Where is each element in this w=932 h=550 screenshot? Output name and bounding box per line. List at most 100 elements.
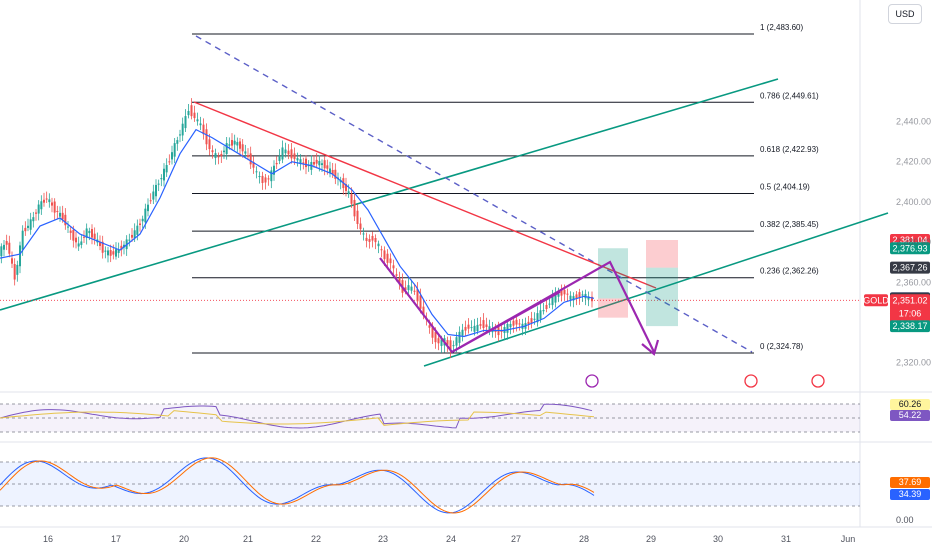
candle-body [155,184,157,197]
y-tick-label: 2,380.00 [896,237,931,247]
dividend-event-icon [585,374,599,388]
candle-body [171,152,173,160]
fib-level-label: 0 (2,324.78) [760,342,803,351]
price-pane-background [0,0,860,390]
candle-body [85,228,88,238]
candle-body [264,177,267,183]
candle-body [199,123,202,126]
x-tick-label: 27 [511,534,521,544]
dashed-trendline [195,35,753,353]
candle-body [40,201,43,210]
candle-body [413,290,416,292]
candle-body [211,150,214,153]
candle-body [302,162,305,164]
x-tick-label: 30 [713,534,723,544]
stoch-pane[interactable]: 37.69 34.39 0.00 [0,457,930,525]
last-price-label: 2,351.02 [892,295,927,305]
candle-body [214,153,217,159]
x-tick-label: 28 [579,534,589,544]
fib-level-label: 1 (2,483.60) [760,23,803,32]
candle-body [61,212,64,220]
candle-body [202,124,205,135]
candle-body [518,323,521,325]
candle-body [136,225,139,235]
rsi-badge [890,410,930,421]
price-badge [890,261,930,274]
candle-body [56,210,59,213]
candle-body [321,163,323,166]
candle-body [11,258,13,264]
candle-body [334,169,337,179]
candle-body [75,237,77,243]
candle-body [347,191,350,195]
candle-body [356,210,359,224]
candle-body [267,178,270,180]
candle-body [377,243,380,247]
candle-body [255,171,258,173]
candle-body [190,105,193,117]
candle-body [404,287,407,291]
channel-lower-line [423,212,889,367]
candle-body [416,289,419,302]
price-badge [890,242,930,255]
candle-body [48,199,51,203]
stoch-badge [890,489,930,500]
candle-body [123,244,125,248]
price-badge-label: 2,367.26 [892,263,927,273]
candle-body [5,241,8,245]
rsi-badge-label: 54.22 [899,410,922,420]
candle-body [539,310,542,319]
candle-body [69,230,72,233]
candle-body [479,324,482,326]
candle-body [51,202,53,206]
candle-body [223,150,225,153]
stoch-badge [890,477,930,488]
candle-body [290,149,293,159]
candle-body [315,159,318,164]
candle-body [296,158,299,161]
candle-body [452,345,455,347]
candle-body [239,141,241,149]
currency-button[interactable]: USD [888,4,922,24]
candle-body [383,250,386,260]
candle-body [139,223,141,225]
y-tick-label: 2,440.00 [896,117,931,127]
candle-body [208,139,211,150]
fib-level-label: 0.5 (2,404.19) [760,183,810,192]
position-target-zone [646,239,678,268]
price-pane[interactable]: 1 (2,483.60) 0.786 (2,449.61) 0.618 (2,422… [0,0,932,528]
candle-body [220,153,223,156]
candle-body [331,169,334,175]
candle-body [149,200,152,202]
countdown-label: 17:06 [899,308,922,318]
stoch-badge-label: 37.69 [899,477,922,487]
symbol-label: GOLD [863,295,889,305]
candle-body [37,204,40,214]
stoch-zero-label: 0.00 [896,515,914,525]
candle-body [323,160,326,169]
candle-body [461,329,464,336]
candle-body [228,144,231,146]
candle-body [128,239,131,241]
candle-body [440,339,443,346]
candle-body [173,143,176,157]
projection-arrow-head [641,339,660,356]
y-tick-label: 2,400.00 [896,197,931,207]
candle-body [131,234,133,238]
price-badge-label: 2,381.04 [892,235,927,245]
candle-body [16,264,19,275]
candle-body [59,212,61,217]
candle-body [157,183,160,185]
candle-body [184,116,187,129]
rsi-badge [890,399,930,410]
candle-body [8,242,11,254]
candle-body [560,290,563,296]
candle-body [431,327,434,338]
x-tick-label: 17 [111,534,121,544]
candle-body [53,201,56,213]
candle-body [104,250,107,252]
candle-body [542,310,545,312]
candle-body [133,230,136,239]
